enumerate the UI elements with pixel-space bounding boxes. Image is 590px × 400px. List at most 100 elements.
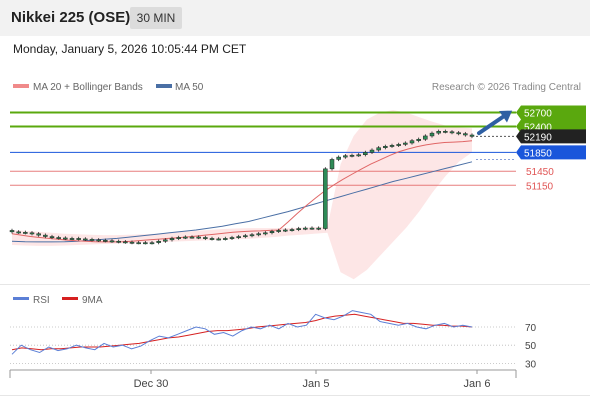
candle bbox=[449, 130, 455, 135]
candle bbox=[103, 238, 108, 243]
candle bbox=[349, 153, 355, 158]
candle bbox=[216, 237, 221, 241]
candle bbox=[109, 239, 115, 243]
candle bbox=[389, 143, 395, 148]
candle bbox=[276, 228, 281, 234]
candle bbox=[169, 236, 175, 242]
candle bbox=[269, 229, 275, 235]
candle bbox=[369, 148, 375, 155]
instrument-title: Nikkei 225 (OSE) bbox=[11, 9, 131, 26]
candle bbox=[69, 236, 75, 241]
candle bbox=[209, 236, 215, 241]
candle bbox=[49, 234, 55, 240]
candle bbox=[89, 237, 95, 242]
candle bbox=[183, 235, 188, 240]
level-label-52400: 52400 bbox=[524, 123, 552, 134]
candle bbox=[263, 231, 268, 236]
candle bbox=[436, 129, 441, 135]
candle bbox=[83, 237, 88, 241]
rsi-9ma-line bbox=[11, 313, 473, 351]
chart-legend: MA 20 + Bollinger Bands MA 50 Research ©… bbox=[13, 82, 581, 93]
candle bbox=[136, 240, 141, 245]
level-label-51150: 51150 bbox=[526, 181, 554, 192]
candle bbox=[56, 235, 61, 240]
candle bbox=[409, 139, 415, 145]
candle bbox=[456, 131, 461, 136]
candle bbox=[116, 239, 121, 244]
candle bbox=[243, 233, 248, 239]
legend-rsi-label: RSI bbox=[33, 295, 50, 306]
candle bbox=[343, 154, 348, 159]
candle bbox=[223, 236, 228, 241]
candle bbox=[36, 232, 41, 237]
candle bbox=[336, 155, 341, 162]
candle bbox=[316, 226, 321, 231]
bottom-border bbox=[0, 395, 590, 396]
candle bbox=[43, 233, 48, 239]
legend-ma50-label: MA 50 bbox=[175, 82, 204, 93]
x-tick-label: Jan 5 bbox=[303, 378, 330, 390]
timestamp: Monday, January 5, 2026 10:05:44 PM CET bbox=[13, 42, 247, 56]
candle bbox=[416, 137, 421, 143]
timeframe-button[interactable]: 30 MIN bbox=[130, 7, 182, 29]
candle bbox=[76, 236, 81, 241]
candle bbox=[329, 157, 335, 171]
candle bbox=[283, 228, 288, 233]
level-tag-52700 bbox=[516, 105, 586, 120]
candle bbox=[396, 142, 401, 147]
level-label-51450: 51450 bbox=[526, 167, 554, 178]
candlesticks bbox=[9, 129, 475, 245]
candle bbox=[163, 238, 168, 243]
candle bbox=[323, 167, 328, 231]
candle bbox=[423, 134, 428, 141]
legend-rsi-swatch bbox=[13, 297, 29, 300]
credit-label: Research © 2026 Trading Central bbox=[432, 82, 581, 93]
candle bbox=[309, 226, 315, 230]
candle bbox=[176, 235, 181, 241]
candle bbox=[129, 240, 135, 245]
legend-ma20-swatch bbox=[13, 84, 29, 88]
candle bbox=[229, 235, 235, 241]
level-label-51850: 51850 bbox=[524, 148, 552, 159]
forecast-arrow bbox=[477, 110, 513, 136]
candle bbox=[123, 240, 128, 244]
level-tag-51850 bbox=[516, 145, 586, 160]
x-axis: Dec 30 Jan 5 Jan 6 bbox=[9, 369, 517, 390]
arrow-head bbox=[499, 110, 513, 123]
candle bbox=[383, 144, 388, 150]
legend-ma50-swatch bbox=[156, 84, 172, 88]
candle bbox=[429, 131, 435, 138]
candle bbox=[156, 239, 161, 245]
candle bbox=[463, 131, 468, 137]
candle bbox=[296, 226, 301, 232]
x-tick-label: Dec 30 bbox=[134, 378, 169, 390]
candle bbox=[9, 228, 15, 234]
candle bbox=[143, 240, 148, 245]
candle bbox=[149, 240, 155, 245]
candle bbox=[256, 232, 261, 237]
rsi-tick-30: 30 bbox=[525, 359, 537, 370]
bollinger-band bbox=[12, 110, 472, 280]
rsi-line bbox=[11, 310, 473, 355]
candle bbox=[363, 150, 368, 157]
x-tick-label: Jan 6 bbox=[464, 378, 491, 390]
rsi-panel: RSI 9MA 70 50 30 bbox=[10, 295, 537, 370]
candle bbox=[356, 153, 361, 157]
candle bbox=[403, 141, 408, 147]
candle bbox=[189, 235, 195, 239]
candle bbox=[376, 146, 381, 152]
rsi-gridlines: 70 50 30 bbox=[10, 323, 537, 370]
candle bbox=[443, 129, 448, 134]
candle bbox=[23, 230, 28, 235]
level-tag-52190 bbox=[516, 129, 586, 144]
candle bbox=[16, 230, 21, 234]
level-label-52700: 52700 bbox=[524, 108, 552, 119]
candle bbox=[96, 238, 101, 242]
candle bbox=[249, 233, 255, 238]
rsi-tick-70: 70 bbox=[525, 323, 537, 334]
candle bbox=[63, 236, 68, 241]
chart-header: Nikkei 225 (OSE) 30 MIN bbox=[0, 0, 590, 36]
candle bbox=[469, 133, 475, 139]
